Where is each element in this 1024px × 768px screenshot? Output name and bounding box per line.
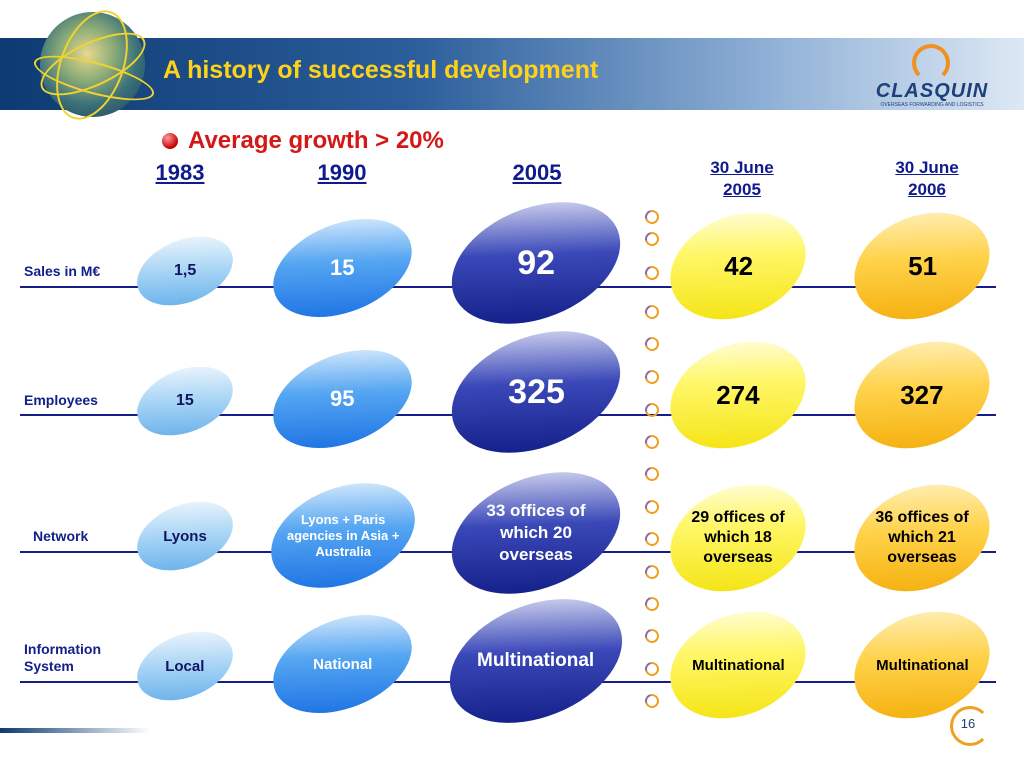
cell-network-1983: Lyons (127, 488, 243, 584)
separator-swirl-icon (642, 367, 662, 387)
cell-network-june-2006: 36 offices of which 21 overseas (838, 465, 1006, 611)
column-header-2005: 2005 (512, 160, 562, 185)
cell-network-2005: 33 offices of which 20 overseas (433, 449, 639, 617)
separator-swirl-icon (642, 594, 662, 614)
subtitle: Average growth > 20% (188, 127, 444, 154)
column-header-1990: 1990 (317, 160, 367, 185)
separator-swirl-icon (642, 400, 662, 420)
footer-line (0, 728, 150, 733)
cell-sales-1983: 1,5 (127, 223, 243, 319)
separator-swirl-icon (642, 562, 662, 582)
separator-swirl-icon (642, 207, 662, 227)
separator-swirl-icon (642, 229, 662, 249)
cell-sales-1990: 15 (258, 200, 427, 336)
separator-swirl-icon (642, 529, 662, 549)
column-header-june-2006: 30 June 2006 (895, 158, 959, 199)
cell-is-1983: Local (127, 618, 243, 714)
cell-is-june-2005: Multinational (654, 592, 822, 738)
cell-employees-june-2006: 327 (838, 322, 1006, 468)
cell-network-1990: Lyons + Paris agencies in Asia + Austral… (255, 463, 431, 608)
separator-swirl-icon (642, 659, 662, 679)
page-number: 16 (960, 716, 976, 731)
clasquin-logo: CLASQUIN OVERSEAS FORWARDING AND LOGISTI… (870, 44, 994, 110)
logo-swirl-icon (912, 44, 950, 82)
separator-swirl-icon (642, 464, 662, 484)
cell-employees-1983: 15 (127, 353, 243, 449)
cell-employees-june-2005: 274 (654, 322, 822, 468)
cell-sales-june-2005: 42 (654, 193, 822, 339)
cell-is-1990: National (258, 596, 427, 732)
separator-swirl-icon (642, 302, 662, 322)
page-title: A history of successful development (163, 56, 599, 84)
separator-swirl-icon (642, 626, 662, 646)
column-header-june-2005: 30 June 2005 (710, 158, 774, 199)
cell-employees-2005: 325 (433, 308, 639, 476)
separator-swirl-icon (642, 497, 662, 517)
separator-swirl-icon (642, 263, 662, 283)
row-label-information-system: Information System (24, 641, 101, 674)
separator-swirl-icon (642, 432, 662, 452)
cell-sales-june-2006: 51 (838, 193, 1006, 339)
cell-network-june-2005: 29 offices of which 18 overseas (654, 465, 822, 611)
cell-is-2005: Multinational (431, 575, 641, 747)
logo-wordmark: CLASQUIN (875, 80, 989, 102)
row-label-sales: Sales in M€ (24, 263, 101, 279)
bullet-icon (162, 133, 178, 149)
cell-sales-2005: 92 (433, 179, 639, 347)
column-header-1983: 1983 (155, 160, 205, 185)
separator-swirl-icon (642, 334, 662, 354)
cell-employees-1990: 95 (258, 331, 427, 467)
header-banner (0, 38, 1024, 110)
logo-tagline: OVERSEAS FORWARDING AND LOGISTICS (880, 102, 984, 108)
page-swirl-icon (950, 706, 990, 746)
globe-icon (29, 0, 159, 130)
separator-swirl-icon (642, 691, 662, 711)
row-label-employees: Employees (24, 392, 98, 408)
row-label-network: Network (33, 528, 89, 544)
